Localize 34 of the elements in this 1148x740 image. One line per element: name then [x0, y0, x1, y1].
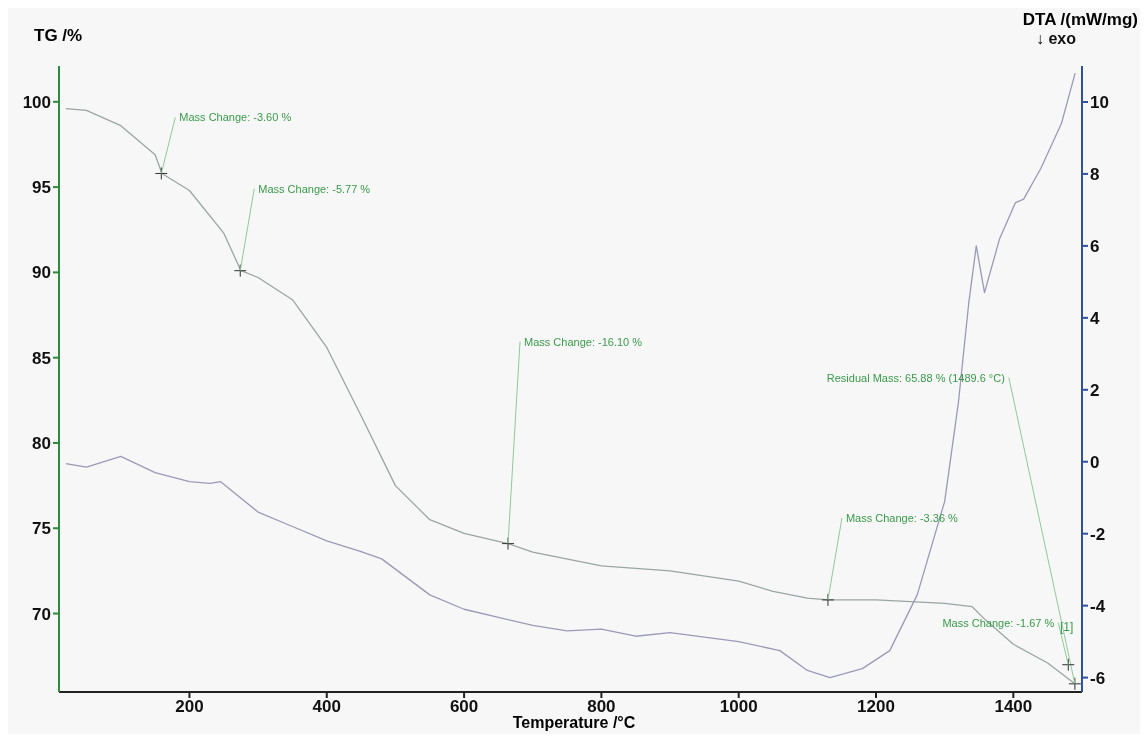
annotation: Mass Change: -16.10 %: [524, 335, 643, 348]
x-axis-title: Temperature /°C: [512, 714, 636, 731]
y2-tick-label: 2: [1090, 380, 1100, 400]
y2-tick-label: -2: [1090, 524, 1106, 544]
y-tick-label: 95: [32, 178, 51, 198]
y-tick-label: 80: [32, 434, 51, 453]
x-tick-label: 800: [587, 697, 616, 717]
y2-tick-label: 0: [1090, 452, 1100, 472]
y-tick-label: 90: [32, 263, 51, 283]
annotation: Mass Change: -3.60 %: [179, 111, 292, 124]
x-tick-label: 200: [175, 697, 204, 717]
y2-tick-label: -4: [1090, 596, 1106, 616]
y-axis-title: TG /%: [34, 26, 83, 46]
y2-tick-label: 4: [1090, 308, 1100, 328]
y-tick-label: 85: [32, 348, 51, 368]
annotation: Mass Change: -3.36 %: [845, 511, 959, 524]
x-tick-label: 400: [312, 697, 341, 717]
y-tick-label: 100: [22, 92, 51, 112]
y-tick-label: 75: [32, 519, 51, 539]
x-tick-label: 1200: [857, 697, 895, 717]
y2-tick-label: 8: [1090, 164, 1100, 184]
annotation: [1]: [1060, 620, 1074, 634]
annotation: Residual Mass: 65.88 % (1489.6 °C): [826, 371, 1005, 384]
annotation: Mass Change: -1.67 %: [942, 616, 1055, 629]
x-tick-label: 1400: [994, 697, 1033, 717]
y2-axis-title: DTA /(mW/mg): [1022, 10, 1138, 30]
y2-tick-label: 6: [1090, 236, 1100, 256]
text: ↓ exo: [1036, 30, 1077, 48]
y-tick-label: 70: [32, 604, 51, 624]
x-tick-label: 600: [449, 697, 479, 717]
y2-tick-label: -6: [1090, 668, 1106, 688]
x-tick-label: 1000: [719, 697, 758, 717]
y2-tick-label: 10: [1090, 93, 1109, 113]
annotation: Mass Change: -5.77 %: [258, 182, 371, 195]
